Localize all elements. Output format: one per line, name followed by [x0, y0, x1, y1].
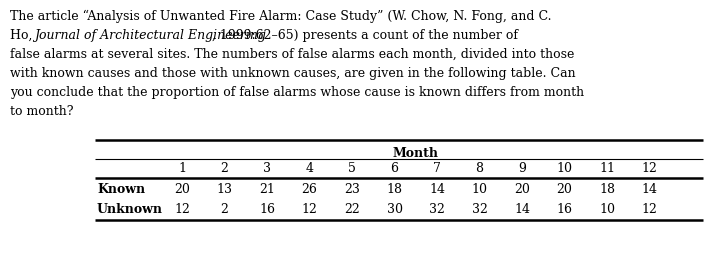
- Text: Ho,: Ho,: [10, 29, 37, 42]
- Text: 14: 14: [642, 183, 657, 196]
- Text: 5: 5: [348, 162, 356, 175]
- Text: 10: 10: [556, 162, 573, 175]
- Text: false alarms at several sites. The numbers of false alarms each month, divided i: false alarms at several sites. The numbe…: [10, 48, 574, 61]
- Text: 12: 12: [642, 162, 657, 175]
- Text: 20: 20: [514, 183, 530, 196]
- Text: 8: 8: [475, 162, 483, 175]
- Text: 26: 26: [301, 183, 317, 196]
- Text: Known: Known: [97, 183, 145, 196]
- Text: Month: Month: [393, 147, 439, 160]
- Text: 18: 18: [599, 183, 615, 196]
- Text: 11: 11: [599, 162, 615, 175]
- Text: 2: 2: [221, 203, 228, 216]
- Text: 13: 13: [216, 183, 233, 196]
- Text: 7: 7: [433, 162, 441, 175]
- Text: 12: 12: [174, 203, 190, 216]
- Text: 6: 6: [390, 162, 399, 175]
- Text: 3: 3: [263, 162, 271, 175]
- Text: 20: 20: [174, 183, 190, 196]
- Text: to month?: to month?: [10, 105, 74, 118]
- Text: 22: 22: [344, 203, 360, 216]
- Text: 23: 23: [344, 183, 360, 196]
- Text: you conclude that the proportion of false alarms whose cause is known differs fr: you conclude that the proportion of fals…: [10, 86, 584, 99]
- Text: 18: 18: [387, 183, 402, 196]
- Text: 2: 2: [221, 162, 228, 175]
- Text: 16: 16: [556, 203, 573, 216]
- Text: 21: 21: [259, 183, 275, 196]
- Text: 16: 16: [259, 203, 275, 216]
- Text: 9: 9: [518, 162, 526, 175]
- Text: The article “Analysis of Unwanted Fire Alarm: Case Study” (W. Chow, N. Fong, and: The article “Analysis of Unwanted Fire A…: [10, 10, 551, 23]
- Text: Journal of Architectural Engineering: Journal of Architectural Engineering: [34, 29, 266, 42]
- Text: with known causes and those with unknown causes, are given in the following tabl: with known causes and those with unknown…: [10, 67, 576, 80]
- Text: 14: 14: [514, 203, 530, 216]
- Text: 1: 1: [178, 162, 186, 175]
- Text: 4: 4: [306, 162, 314, 175]
- Text: 32: 32: [472, 203, 488, 216]
- Text: 14: 14: [429, 183, 445, 196]
- Text: Unknown: Unknown: [97, 203, 163, 216]
- Text: 32: 32: [429, 203, 445, 216]
- Text: 12: 12: [642, 203, 657, 216]
- Text: 12: 12: [301, 203, 317, 216]
- Text: , 1999:62–65) presents a count of the number of: , 1999:62–65) presents a count of the nu…: [213, 29, 518, 42]
- Text: 10: 10: [599, 203, 615, 216]
- Text: 10: 10: [472, 183, 488, 196]
- Text: 30: 30: [387, 203, 402, 216]
- Text: 20: 20: [556, 183, 572, 196]
